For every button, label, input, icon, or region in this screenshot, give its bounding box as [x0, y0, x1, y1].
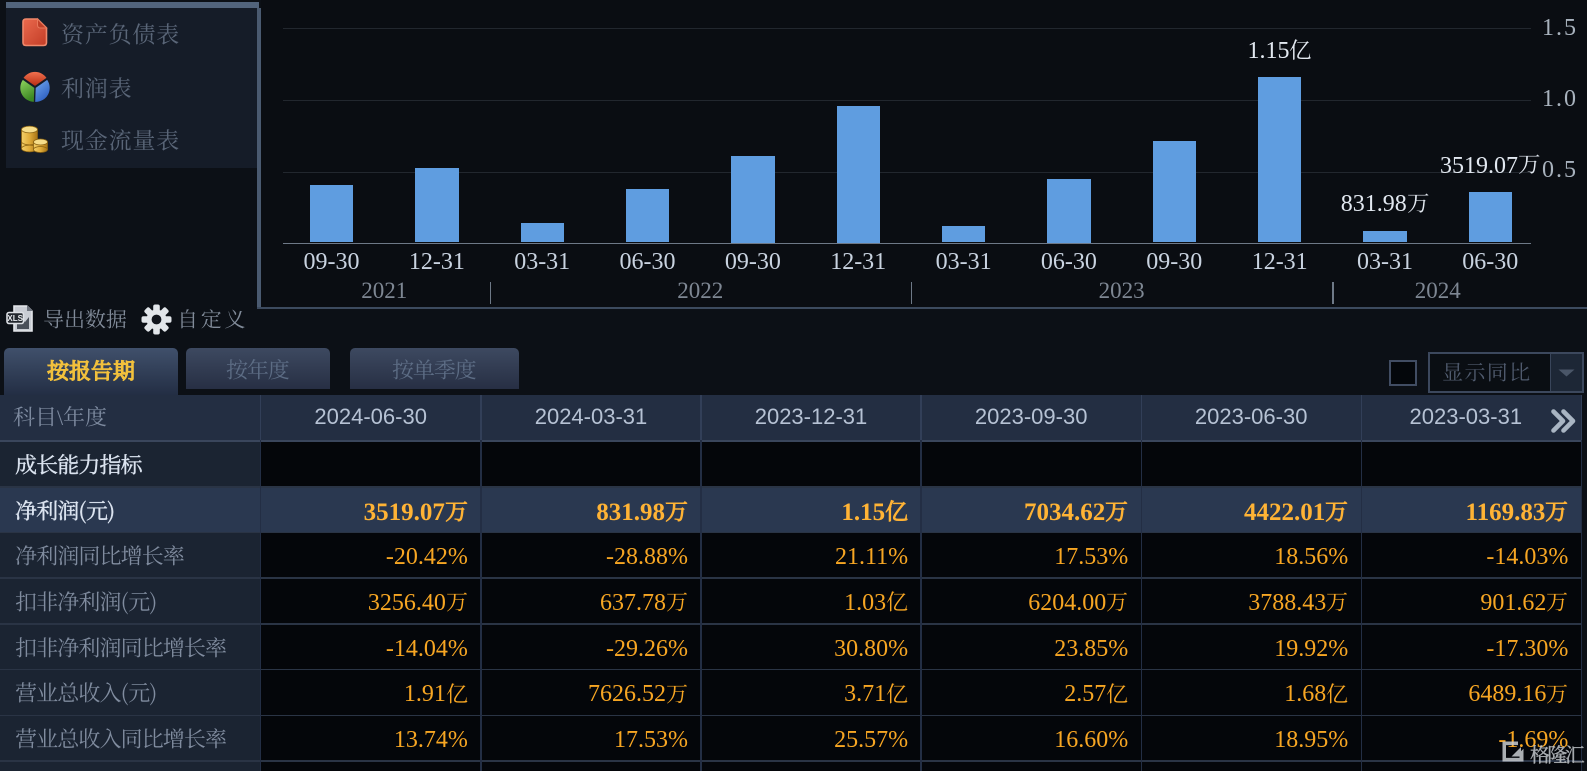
svg-text:XLS: XLS	[7, 314, 23, 323]
